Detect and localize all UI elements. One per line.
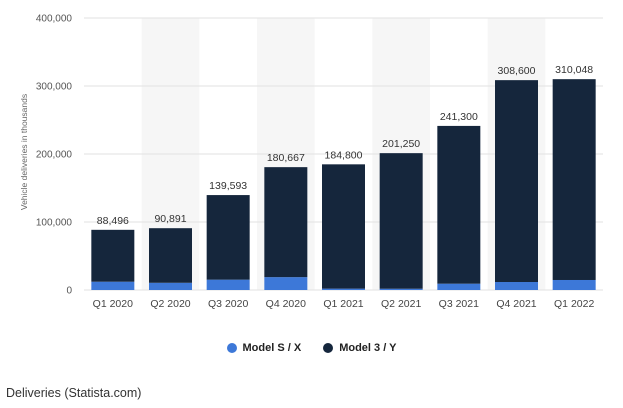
bar-model-s-x (264, 277, 308, 290)
bar-model-s-x (206, 279, 250, 290)
source-caption: Deliveries (Statista.com) (6, 386, 142, 400)
x-tick-label: Q4 2020 (266, 298, 306, 310)
x-tick-label: Q3 2021 (439, 298, 479, 310)
y-tick-label: 0 (66, 286, 72, 297)
x-tick-label: Q1 2021 (323, 298, 363, 310)
bar-model-s-x (149, 282, 192, 290)
bar-model-3-y (322, 164, 365, 289)
bar-model-3-y (206, 195, 250, 280)
data-label: 180,667 (267, 152, 305, 164)
x-tick-label: Q4 2021 (496, 298, 536, 310)
legend-item-model-3-y[interactable]: Model 3 / Y (323, 342, 396, 354)
legend-label-model-3-y: Model 3 / Y (339, 342, 397, 354)
bar-model-s-x (91, 281, 135, 290)
x-tick-label: Q2 2021 (381, 298, 421, 310)
data-label: 241,300 (440, 111, 478, 123)
bar-model-s-x (322, 288, 365, 290)
bar-model-3-y (495, 80, 538, 283)
y-tick-labels: 0 100,000 200,000 300,000 400,000 (36, 14, 73, 297)
bar-model-3-y (264, 167, 308, 278)
data-label: 139,593 (209, 180, 247, 192)
x-tick-label: Q1 2022 (554, 298, 594, 310)
x-tick-label: Q3 2020 (208, 298, 248, 310)
bar-model-3-y (552, 79, 596, 280)
data-label: 308,600 (498, 65, 536, 77)
legend: Model S / X Model 3 / Y (0, 342, 623, 354)
bar-model-3-y (379, 153, 423, 289)
x-tick-label: Q2 2020 (150, 298, 190, 310)
legend-swatch-model-s-x (226, 343, 237, 353)
legend-label-model-s-x: Model S / X (242, 342, 302, 354)
y-axis-label: Vehicle deliveries in thousands (19, 94, 29, 210)
bars (91, 79, 596, 290)
bar-model-s-x (437, 283, 481, 290)
data-labels: 88,496 90,891 139,593 180,667 184,800 201,250… (97, 64, 594, 227)
data-label: 88,496 (97, 215, 129, 227)
data-label: 184,800 (325, 149, 363, 161)
data-label: 310,048 (555, 64, 593, 76)
stacked-bar-chart: 0 100,000 200,000 300,000 400,000 Vehicle de… (19, 14, 603, 310)
y-tick-label: 300,000 (36, 82, 73, 93)
legend-swatch-model-3-y (323, 343, 334, 353)
legend-item-model-s-x[interactable]: Model S / X (226, 342, 302, 354)
bar-model-3-y (437, 125, 481, 284)
bar-model-3-y (91, 229, 135, 282)
data-label: 201,250 (382, 138, 420, 150)
x-tick-labels: Q1 2020 Q2 2020 Q3 2020 Q4 2020 Q1 2021 Q2 20… (93, 298, 595, 310)
bar-model-s-x (379, 288, 423, 290)
bar-model-3-y (149, 228, 192, 283)
bar-model-s-x (552, 279, 596, 290)
bar-model-s-x (495, 282, 538, 290)
data-label: 90,891 (154, 213, 186, 225)
y-tick-label: 200,000 (36, 150, 73, 161)
y-tick-label: 100,000 (36, 218, 73, 229)
y-tick-label: 400,000 (36, 14, 73, 25)
x-tick-label: Q1 2020 (93, 298, 133, 310)
